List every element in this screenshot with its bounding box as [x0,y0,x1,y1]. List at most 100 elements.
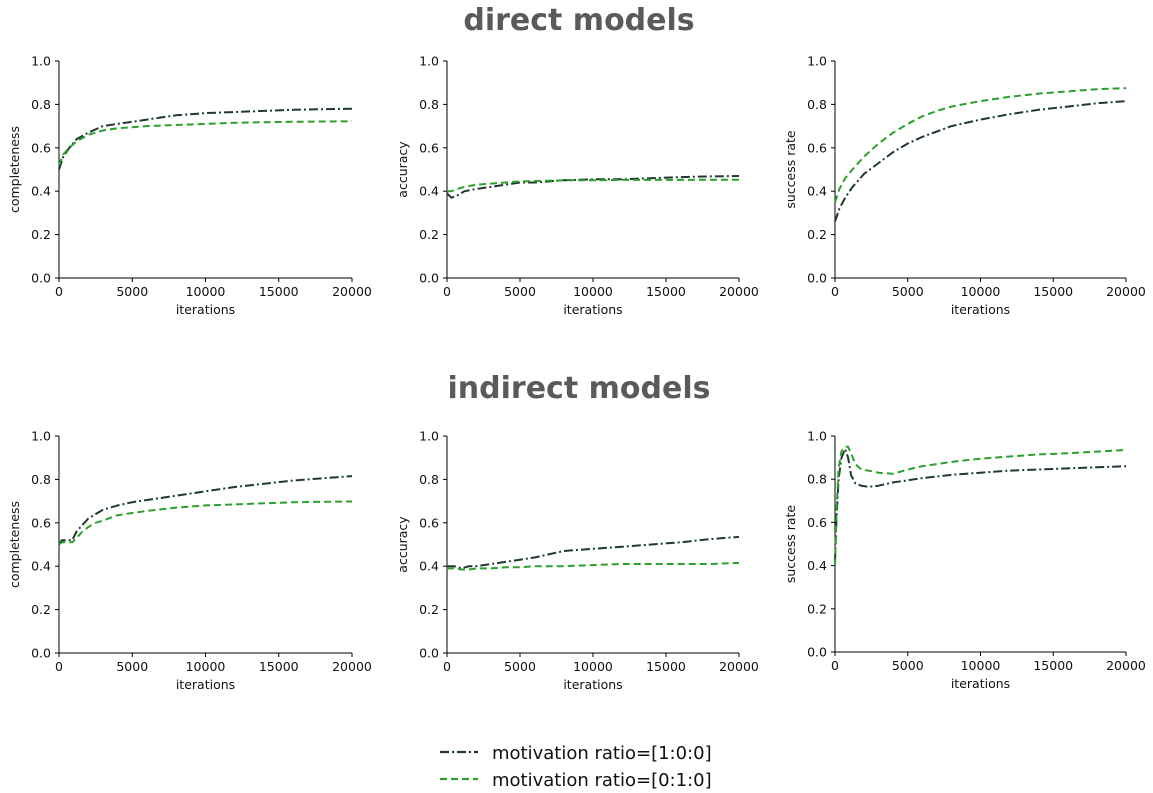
x-axis-label: iterations [563,677,622,692]
series-line-1 [834,448,1127,562]
y-tick-label: 0.2 [807,601,827,616]
x-tick-label: 0 [831,284,839,299]
x-tick-label: 15000 [646,659,686,674]
y-axis-label: accuracy [395,516,410,573]
y-tick-label: 0.2 [419,602,439,617]
y-tick-label: 0.4 [31,559,51,574]
x-tick-label: 5000 [892,658,924,673]
y-tick-label: 0.0 [419,646,439,661]
legend: motivation ratio=[1:0:0] motivation rati… [440,743,712,791]
y-tick-label: 0.4 [807,558,827,573]
x-tick-label: 15000 [259,659,299,674]
x-tick-label: 15000 [1033,284,1073,299]
y-tick-label: 0.2 [807,227,827,242]
y-tick-label: 0.0 [807,271,827,286]
y-axis-label: completeness [7,126,22,213]
x-tick-label: 10000 [186,284,226,299]
y-tick-label: 0.0 [807,645,827,660]
y-tick-label: 1.0 [31,429,51,444]
chart-1: 0.0 0.2 0.4 0.6 0.8 1.0 0 5000 10000 15000 20000 it… [7,54,372,318]
x-tick-label: 5000 [116,659,148,674]
series-line-2 [58,120,353,166]
chart-6: 0.0 0.2 0.4 0.6 0.8 1.0 0 5000 10000 15000 20000 it… [783,429,1146,692]
y-tick-label: 0.0 [31,271,51,286]
x-tick-label: 0 [55,659,63,674]
y-tick-label: 0.4 [31,184,51,199]
y-tick-label: 0.8 [807,97,827,112]
x-axis-label: iterations [951,676,1010,691]
x-tick-label: 20000 [332,659,372,674]
y-tick-label: 0.0 [31,646,51,661]
series-line-1 [446,175,740,199]
section-title-direct: direct models [463,3,694,38]
x-tick-label: 20000 [719,284,759,299]
x-tick-label: 10000 [573,284,613,299]
charts: 0.0 0.2 0.4 0.6 0.8 1.0 0 5000 10000 15000 20000 it… [7,54,1146,693]
series-line-2 [834,87,1127,203]
y-tick-label: 1.0 [419,54,439,69]
y-tick-label: 0.4 [807,184,827,199]
y-tick-label: 0.2 [419,227,439,242]
y-tick-label: 1.0 [31,54,51,69]
y-tick-label: 1.0 [807,429,827,444]
chart-3: 0.0 0.2 0.4 0.6 0.8 1.0 0 5000 10000 15000 20000 it… [783,54,1146,318]
y-tick-label: 0.0 [419,271,439,286]
y-tick-label: 0.8 [419,97,439,112]
x-tick-label: 10000 [186,659,226,674]
series-line-2 [58,500,353,546]
y-axis-label: completeness [7,501,22,588]
x-tick-label: 5000 [892,284,924,299]
series-line-2 [447,178,739,193]
y-tick-label: 0.2 [31,602,51,617]
x-tick-label: 15000 [259,284,299,299]
y-tick-label: 0.8 [419,472,439,487]
y-axis-label: success rate [783,130,798,209]
x-tick-label: 5000 [504,659,536,674]
x-tick-label: 0 [831,658,839,673]
y-tick-label: 0.8 [31,472,51,487]
x-axis-label: iterations [951,302,1010,317]
y-tick-label: 0.6 [419,515,439,530]
series-line-1 [447,535,740,570]
y-tick-label: 0.8 [31,97,51,112]
series-line-2 [447,561,740,571]
y-tick-label: 0.4 [419,559,439,574]
y-axis-label: accuracy [395,141,410,198]
x-tick-label: 0 [443,659,451,674]
series-line-1 [58,107,353,170]
y-tick-label: 0.4 [419,184,439,199]
y-tick-label: 0.8 [807,472,827,487]
x-axis-label: iterations [563,302,622,317]
x-tick-label: 20000 [1106,284,1146,299]
x-tick-label: 20000 [719,659,759,674]
x-tick-label: 15000 [1033,658,1073,673]
x-axis-label: iterations [176,677,235,692]
y-tick-label: 0.2 [31,227,51,242]
x-tick-label: 10000 [961,658,1001,673]
x-axis-label: iterations [176,302,235,317]
y-tick-label: 0.6 [419,140,439,155]
y-tick-label: 1.0 [419,429,439,444]
legend-label-1: motivation ratio=[1:0:0] [492,743,712,764]
chart-2: 0.0 0.2 0.4 0.6 0.8 1.0 0 5000 10000 15000 20000 it… [395,54,759,318]
x-tick-label: 20000 [1106,658,1146,673]
x-tick-label: 15000 [646,284,686,299]
y-tick-label: 0.6 [31,140,51,155]
chart-4: 0.0 0.2 0.4 0.6 0.8 1.0 0 5000 10000 15000 20000 it… [7,429,372,693]
x-tick-label: 10000 [573,659,613,674]
legend-label-2: motivation ratio=[0:1:0] [492,770,712,791]
x-tick-label: 10000 [961,284,1001,299]
x-tick-label: 0 [55,284,63,299]
x-tick-label: 5000 [504,284,536,299]
series-line-1 [834,100,1127,222]
series-line-1 [58,475,353,546]
chart-5: 0.0 0.2 0.4 0.6 0.8 1.0 0 5000 10000 15000 20000 it… [395,429,759,693]
x-tick-label: 5000 [116,284,148,299]
y-tick-label: 1.0 [807,54,827,69]
y-tick-label: 0.6 [31,515,51,530]
series-line-2 [834,445,1127,566]
y-tick-label: 0.6 [807,515,827,530]
y-tick-label: 0.6 [807,140,827,155]
x-tick-label: 20000 [332,284,372,299]
